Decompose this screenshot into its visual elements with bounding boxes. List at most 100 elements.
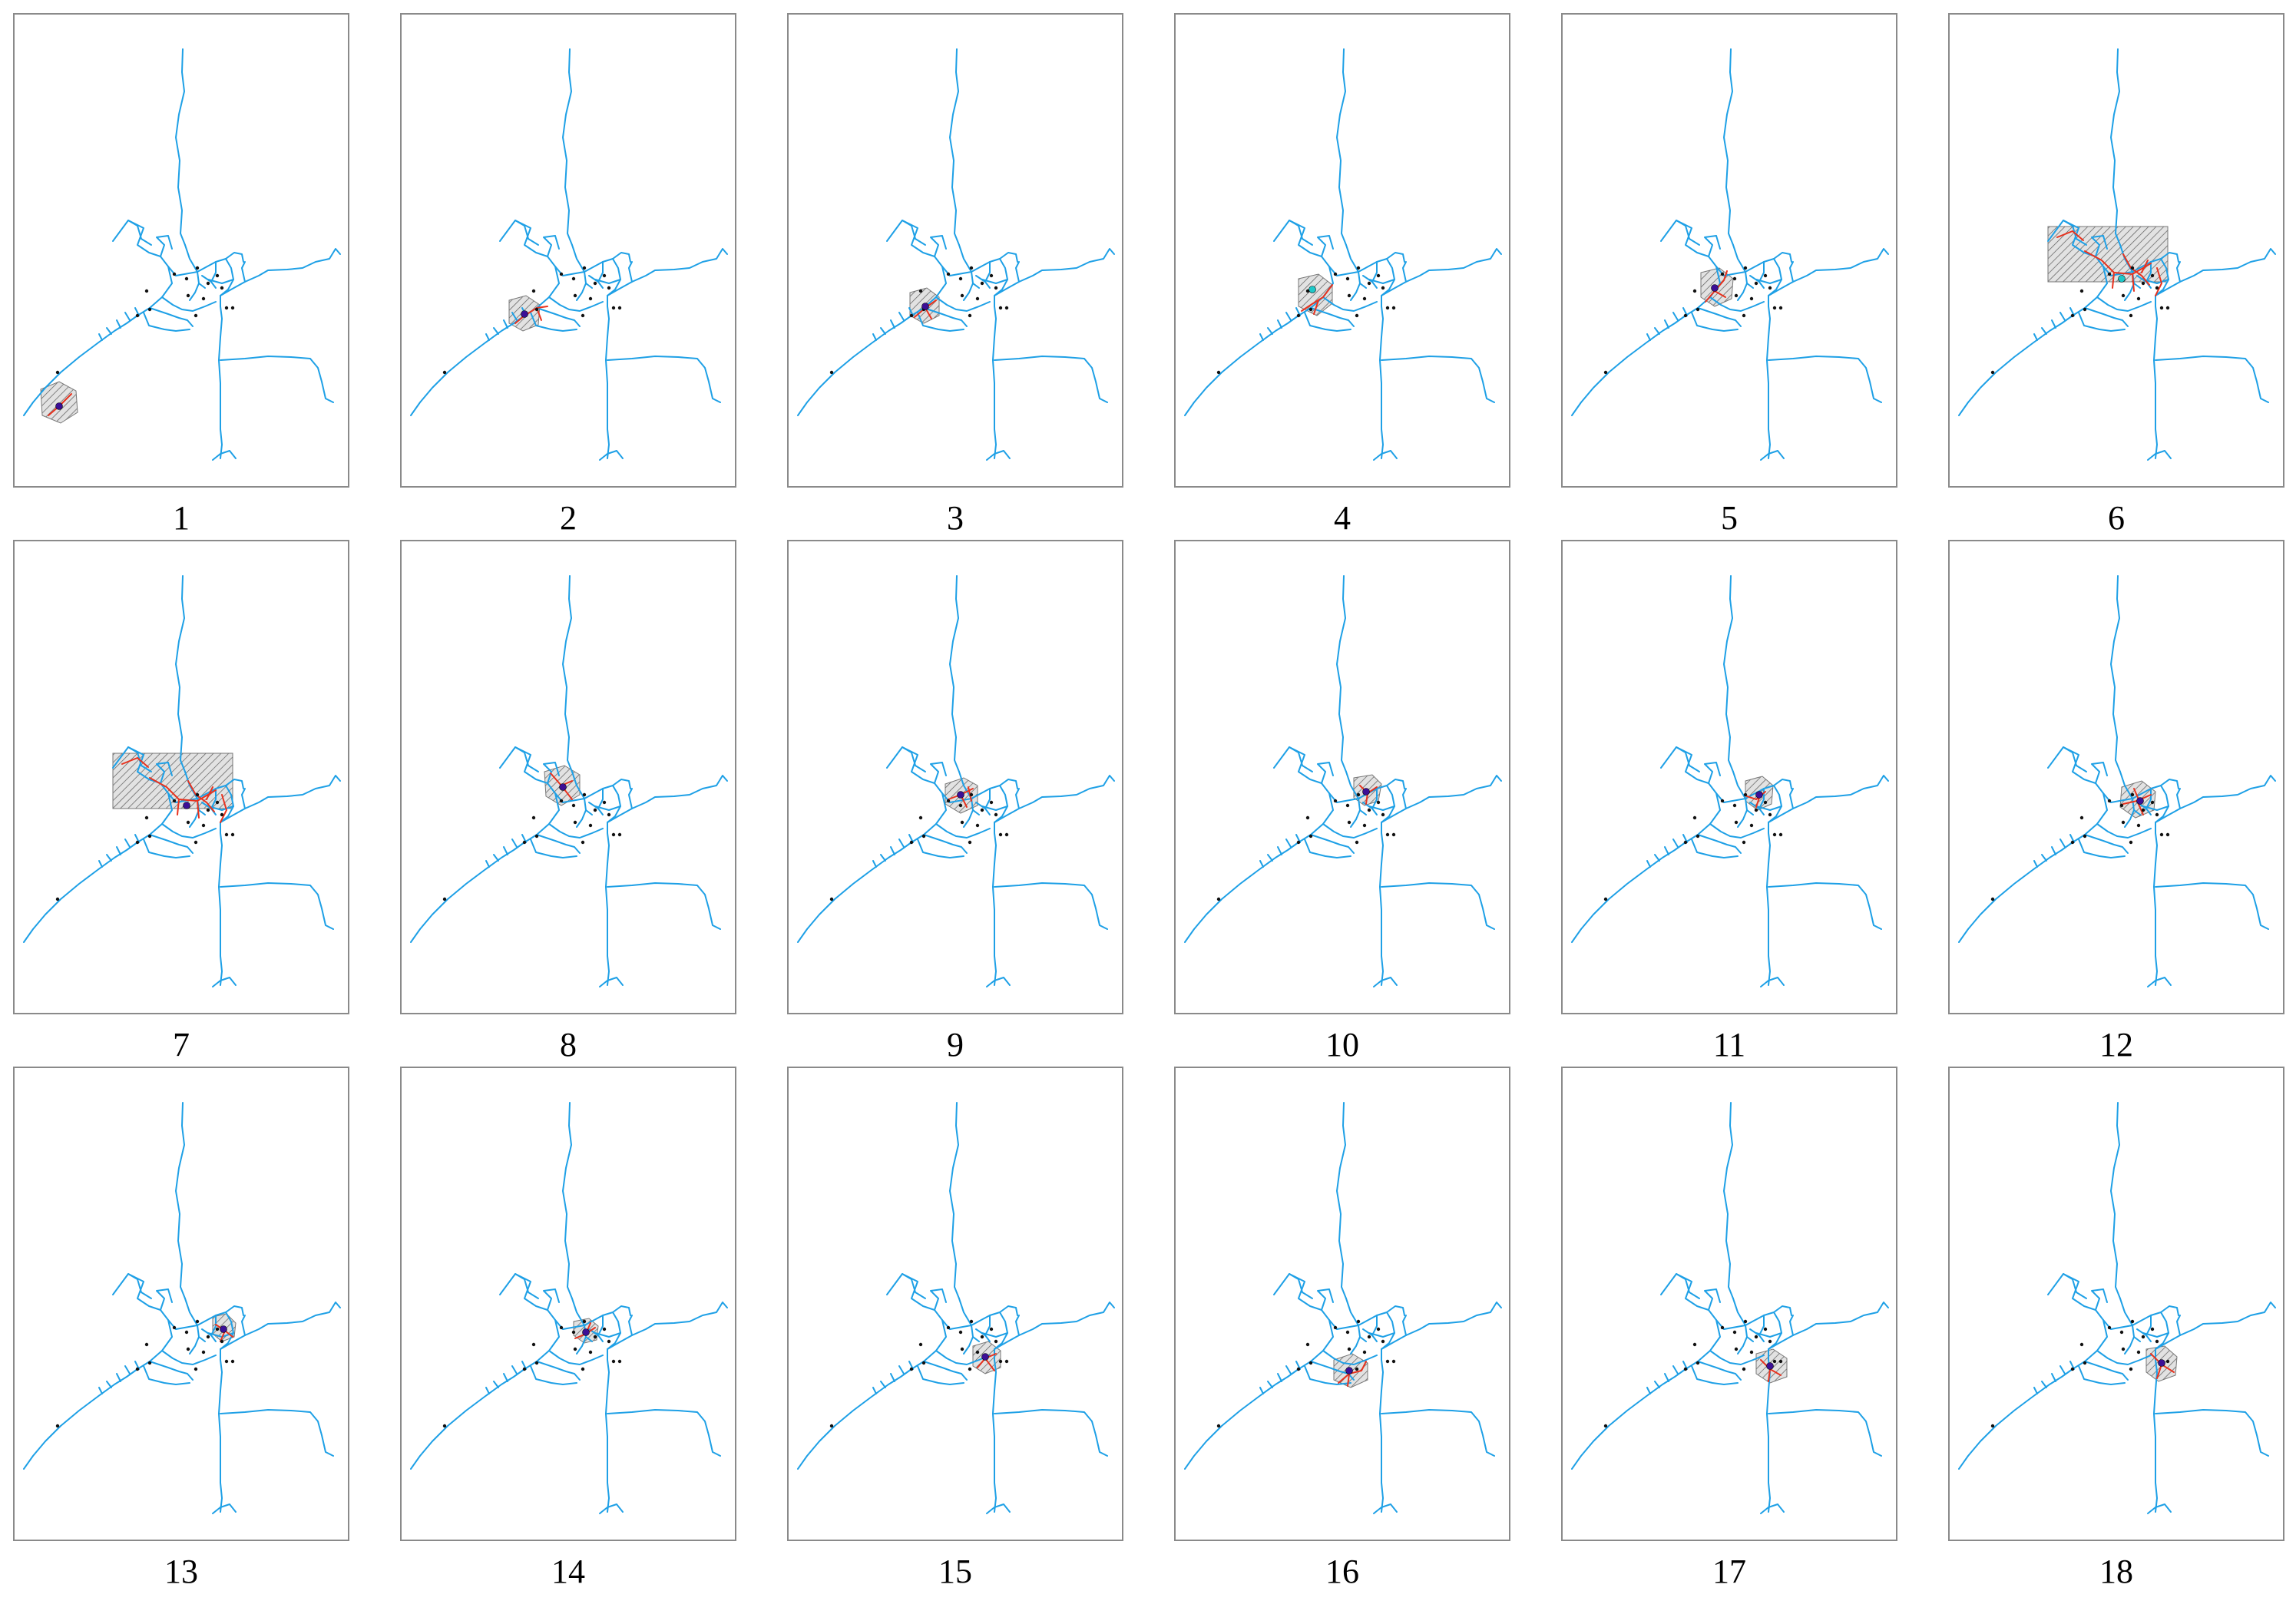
- road-network: [797, 48, 1115, 461]
- road-network: [1184, 48, 1502, 461]
- highlighted-roads: [2056, 230, 2163, 296]
- poi-points: [55, 792, 235, 901]
- road-network-map: [1184, 575, 1502, 987]
- road-network-map: [797, 1102, 1115, 1514]
- road-network-map: [797, 48, 1115, 461]
- panel-label: 18: [2099, 1553, 2133, 1590]
- panel-label: 2: [560, 499, 577, 537]
- panel-label: 7: [173, 1026, 190, 1063]
- road-network-map: [23, 1102, 341, 1514]
- poi-points: [829, 792, 1009, 901]
- panel-label: 13: [164, 1553, 198, 1590]
- center-point: [559, 783, 567, 791]
- map-frame: [400, 13, 736, 488]
- center-point: [957, 791, 964, 799]
- panel-label: 14: [551, 1553, 585, 1590]
- panel-label: 6: [2108, 499, 2125, 537]
- panel-label: 4: [1334, 499, 1351, 537]
- road-network: [410, 1102, 728, 1514]
- map-frame: [400, 1067, 736, 1541]
- road-network-map: [410, 1102, 728, 1514]
- road-network: [1184, 1102, 1502, 1514]
- map-frame: [1561, 13, 1897, 488]
- panel-label: 1: [173, 499, 190, 537]
- map-frame: [13, 1067, 349, 1541]
- poi-points: [1603, 266, 1783, 375]
- map-frame: [1174, 540, 1510, 1014]
- road-network-map: [1184, 48, 1502, 461]
- poi-points: [442, 1319, 622, 1428]
- center-point: [1308, 286, 1316, 293]
- center-point: [1766, 1362, 1774, 1370]
- road-network-map: [1571, 1102, 1889, 1514]
- center-point: [1711, 284, 1719, 292]
- panel-label: 8: [560, 1026, 577, 1063]
- poi-points: [1603, 792, 1783, 901]
- center-point: [1362, 788, 1370, 796]
- road-network-map: [1958, 1102, 2276, 1514]
- center-point: [220, 1325, 227, 1333]
- map-frame: [1561, 540, 1897, 1014]
- center-point: [2158, 1359, 2165, 1367]
- poi-points: [1216, 1319, 1396, 1428]
- poi-points: [442, 792, 622, 901]
- road-network-map: [1958, 48, 2276, 461]
- buffer-zone: [40, 381, 78, 424]
- panel-label: 3: [947, 499, 964, 537]
- road-network-map: [1958, 575, 2276, 987]
- center-point: [1755, 791, 1763, 799]
- highlighted-roads: [1705, 270, 1728, 303]
- road-network-map: [410, 575, 728, 987]
- center-point: [582, 1328, 590, 1336]
- map-frame: [787, 540, 1123, 1014]
- poi-points: [1990, 792, 2170, 901]
- map-frame: [1561, 1067, 1897, 1541]
- panel-label: 12: [2099, 1026, 2133, 1063]
- panel-label: 17: [1712, 1553, 1746, 1590]
- road-network: [23, 1102, 341, 1514]
- road-network-map: [797, 575, 1115, 987]
- road-network: [410, 48, 728, 461]
- road-network-map: [1571, 575, 1889, 987]
- road-network: [1571, 48, 1889, 461]
- map-frame: [787, 1067, 1123, 1541]
- poi-points: [1216, 792, 1396, 901]
- road-network: [1571, 575, 1889, 987]
- road-network-map: [23, 48, 341, 461]
- center-point: [1345, 1367, 1353, 1374]
- road-network-map: [1184, 1102, 1502, 1514]
- panel-label: 16: [1325, 1553, 1359, 1590]
- highlighted-roads: [1338, 1361, 1367, 1387]
- road-network-map: [23, 575, 341, 987]
- map-frame: [1174, 13, 1510, 488]
- panel-label: 15: [938, 1553, 972, 1590]
- poi-points: [829, 1319, 1009, 1428]
- panel-label: 10: [1325, 1026, 1359, 1063]
- panel-label: 5: [1721, 499, 1738, 537]
- road-network-map: [410, 48, 728, 461]
- poi-points: [1990, 266, 2170, 375]
- road-network: [1571, 1102, 1889, 1514]
- map-frame: [400, 540, 736, 1014]
- map-frame: [1948, 540, 2284, 1014]
- road-network-map: [1571, 48, 1889, 461]
- center-point: [921, 303, 929, 310]
- panel-label: 11: [1712, 1026, 1746, 1063]
- poi-points: [1990, 1319, 2170, 1428]
- map-frame: [1948, 1067, 2284, 1541]
- center-point: [55, 402, 63, 410]
- map-frame: [787, 13, 1123, 488]
- road-network: [797, 1102, 1115, 1514]
- center-point: [183, 802, 190, 809]
- center-point: [981, 1353, 989, 1361]
- map-frame: [1948, 13, 2284, 488]
- road-network: [1184, 575, 1502, 987]
- poi-points: [1603, 1319, 1783, 1428]
- map-frame: [1174, 1067, 1510, 1541]
- highlighted-roads: [1301, 284, 1333, 315]
- poi-points: [55, 266, 235, 375]
- center-point: [521, 310, 528, 318]
- poi-points: [55, 1319, 235, 1428]
- road-network: [1958, 1102, 2276, 1514]
